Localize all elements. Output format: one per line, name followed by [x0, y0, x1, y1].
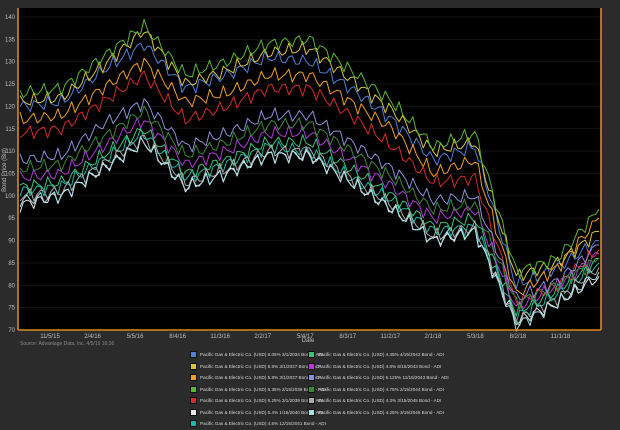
- y-tick-label: 135: [5, 37, 16, 43]
- x-tick-label: 11/5/15: [40, 334, 60, 340]
- x-tick-label: 8/2/18: [510, 334, 527, 340]
- legend-label: Pacific Gas & Electric Co. (USD) 4.75% 2…: [318, 386, 444, 392]
- x-tick-label: 5/4/17: [297, 334, 314, 340]
- legend-swatch: [308, 397, 315, 405]
- y-tick-label: 120: [5, 104, 16, 110]
- legend-item[interactable]: Pacific Gas & Electric Co. (USD) 4.6% 6/…: [308, 361, 441, 373]
- y-tick-label: 115: [5, 127, 15, 133]
- y-tick-label: 85: [8, 261, 15, 267]
- plot-area: [18, 8, 601, 330]
- legend-label: Pacific Gas & Electric Co. (USD) 4.45% 4…: [318, 352, 444, 358]
- x-axis-title: Date: [302, 338, 315, 344]
- y-tick-label: 105: [5, 171, 16, 177]
- legend-swatch: [190, 374, 197, 382]
- y-tick-label: 90: [8, 239, 15, 245]
- series-layer: [19, 18, 600, 332]
- series-line: [19, 98, 599, 300]
- legend-item[interactable]: Pacific Gas & Electric Co. (USD) 4.45% 4…: [308, 349, 444, 361]
- line-chart: 707580859095100105110115120125130135140 …: [2, 8, 602, 344]
- legend-item[interactable]: Pacific Gas & Electric Co. (USD) 5.8% 3/…: [190, 372, 321, 384]
- legend-item[interactable]: Pacific Gas & Electric Co. (USD) 6.35% 2…: [190, 384, 326, 396]
- series-line: [19, 105, 600, 310]
- legend-label: Pacific Gas & Electric Co. (USD) 4.6% 6/…: [318, 363, 442, 369]
- series-line: [19, 42, 600, 289]
- series-line: [19, 134, 600, 327]
- legend-item[interactable]: Pacific Gas & Electric Co. (USD) 4.3% 3/…: [308, 395, 441, 407]
- legend-label: Pacific Gas & Electric Co. (USD) 4.5% 12…: [200, 421, 326, 427]
- legend-label: Pacific Gas & Electric Co. (USD) 4.3% 3/…: [318, 398, 442, 404]
- x-tick-label: 5/3/18: [467, 334, 484, 340]
- series-line: [19, 136, 600, 332]
- y-tick-label: 70: [8, 328, 15, 334]
- legend-item[interactable]: Pacific Gas & Electric Co. (USD) 6.25% 3…: [190, 395, 323, 407]
- y-tick-label: 110: [5, 149, 15, 155]
- x-tick-label: 2/2/17: [254, 334, 271, 340]
- y-tick-label: 125: [5, 82, 16, 88]
- legend-swatch: [190, 397, 197, 405]
- y-tick-labels: 70 75 80 85 90 95 100 105 110 115 120 125 130 135 140: [5, 15, 16, 334]
- legend-swatch: [190, 351, 197, 359]
- series-line: [19, 18, 600, 278]
- series-line: [19, 70, 600, 310]
- legend-swatch: [308, 385, 315, 393]
- legend-swatch: [190, 420, 197, 428]
- x-tick-labels: 11/5/15 2/4/16 5/5/16 8/4/16 11/3/16 2/2/17 5/…: [40, 334, 571, 340]
- source-note: Source: Advantage Data, Inc. 4/5/19 16:3…: [20, 341, 115, 347]
- y-tick-label: 100: [5, 194, 16, 200]
- chart-panel: 70 75 80 85 90 95 100 105 110 115 120 125 130 135 140 …: [2, 8, 602, 428]
- y-tick-label: 75: [8, 306, 15, 312]
- legend-label: Pacific Gas & Electric Co. (USD) 5.4% 1/…: [200, 409, 324, 415]
- legend-item[interactable]: Pacific Gas & Electric Co. (USD) 5.4% 1/…: [190, 407, 323, 419]
- legend-item[interactable]: Pacific Gas & Electric Co. (USD) 5.8% 3/…: [190, 361, 321, 373]
- legend-swatch: [308, 362, 315, 370]
- legend-label: Pacific Gas & Electric Co. (USD) 5.8% 3/…: [200, 363, 321, 369]
- legend-item[interactable]: Pacific Gas & Electric Co. (USD) 4.75% 2…: [308, 384, 444, 396]
- legend-item[interactable]: Pacific Gas & Electric Co. (USD) 5.125% …: [308, 372, 449, 384]
- x-tick-label: 5/5/16: [127, 334, 144, 340]
- legend-label: Pacific Gas & Electric Co. (USD) 6.25% 3…: [200, 398, 324, 404]
- legend-column-left: Pacific Gas & Electric Co. (USD) 6.05% 3…: [190, 349, 326, 430]
- x-tick-label: 2/4/16: [84, 334, 101, 340]
- x-tick-label: 11/2/17: [381, 334, 401, 340]
- grid: [18, 16, 601, 331]
- y-tick-label: 95: [8, 216, 15, 222]
- legend-swatch: [308, 374, 315, 382]
- series-line: [19, 57, 600, 296]
- x-tick-label: 8/4/16: [169, 334, 186, 340]
- legend-label: Pacific Gas & Electric Co. (USD) 5.8% 3/…: [200, 375, 321, 381]
- legend-label: Pacific Gas & Electric Co. (USD) 4.25% 3…: [318, 409, 444, 415]
- x-tick-label: 11/1/18: [551, 334, 571, 340]
- legend-swatch: [190, 408, 197, 416]
- legend-swatch: [190, 362, 197, 370]
- x-tick-label: 8/3/17: [339, 334, 356, 340]
- y-tick-label: 140: [5, 15, 16, 21]
- x-tick-label: 11/3/16: [210, 334, 230, 340]
- legend-label: Pacific Gas & Electric Co. (USD) 6.05% 3…: [200, 352, 324, 358]
- legend-label: Pacific Gas & Electric Co. (USD) 6.35% 2…: [200, 386, 326, 392]
- legend-item[interactable]: Pacific Gas & Electric Co. (USD) 4.25% 3…: [308, 407, 444, 419]
- y-tick-label: 80: [8, 283, 15, 289]
- y-tick-label: 130: [5, 60, 16, 66]
- series-line: [19, 117, 600, 310]
- y-axis-title: Bond Price (Bid): [2, 148, 8, 192]
- legend-label: Pacific Gas & Electric Co. (USD) 5.125% …: [318, 375, 449, 381]
- series-line: [19, 31, 600, 282]
- legend-column-right: Pacific Gas & Electric Co. (USD) 4.45% 4…: [308, 349, 449, 419]
- legend-item[interactable]: Pacific Gas & Electric Co. (USD) 6.05% 3…: [190, 349, 323, 361]
- legend-swatch: [308, 351, 315, 359]
- legend-swatch: [190, 385, 197, 393]
- legend-swatch: [308, 408, 315, 416]
- x-tick-label: 2/1/18: [425, 334, 442, 340]
